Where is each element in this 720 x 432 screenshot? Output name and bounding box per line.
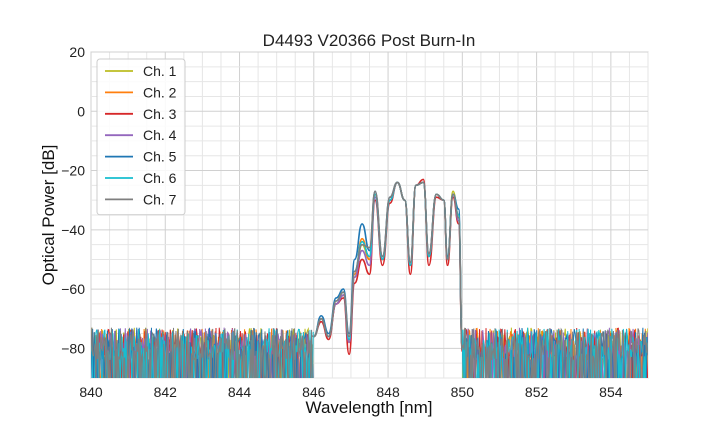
legend-label: Ch. 4: [143, 127, 177, 143]
legend-box: [96, 58, 186, 216]
y-tick-label: −80: [61, 340, 85, 356]
legend-label: Ch. 2: [143, 84, 177, 100]
legend: Ch. 1 Ch. 2 Ch. 3 Ch. 4 Ch. 5 Ch. 6 Ch. 7: [96, 58, 186, 216]
series-7: [91, 181, 648, 378]
legend-label: Ch. 3: [143, 106, 177, 122]
y-tick-label: −60: [61, 281, 85, 297]
y-tick-label: 0: [77, 103, 85, 119]
legend-label: Ch. 7: [143, 191, 177, 207]
x-tick-label: 852: [525, 384, 549, 400]
y-tick-label: −40: [61, 222, 85, 238]
x-tick-label: 844: [228, 384, 252, 400]
y-tick-label: 20: [69, 44, 85, 60]
spectrum-line: [313, 181, 464, 350]
x-tick-label: 848: [376, 384, 400, 400]
legend-label: Ch. 5: [143, 149, 177, 165]
x-tick-label: 850: [451, 384, 475, 400]
x-tick-label: 846: [302, 384, 326, 400]
x-tick-label: 840: [79, 384, 103, 400]
noise-right-line: [461, 327, 648, 378]
x-tick-label: 842: [154, 384, 178, 400]
legend-label: Ch. 1: [143, 63, 177, 79]
x-axis-label: Wavelength [nm]: [306, 398, 433, 417]
y-tick-label: −20: [61, 163, 85, 179]
y-axis-label: Optical Power [dB]: [39, 145, 58, 286]
noise-left-line: [91, 327, 313, 378]
legend-label: Ch. 6: [143, 170, 177, 186]
chart-title: D4493 V20366 Post Burn-In: [263, 31, 476, 50]
x-tick-label: 854: [599, 384, 623, 400]
